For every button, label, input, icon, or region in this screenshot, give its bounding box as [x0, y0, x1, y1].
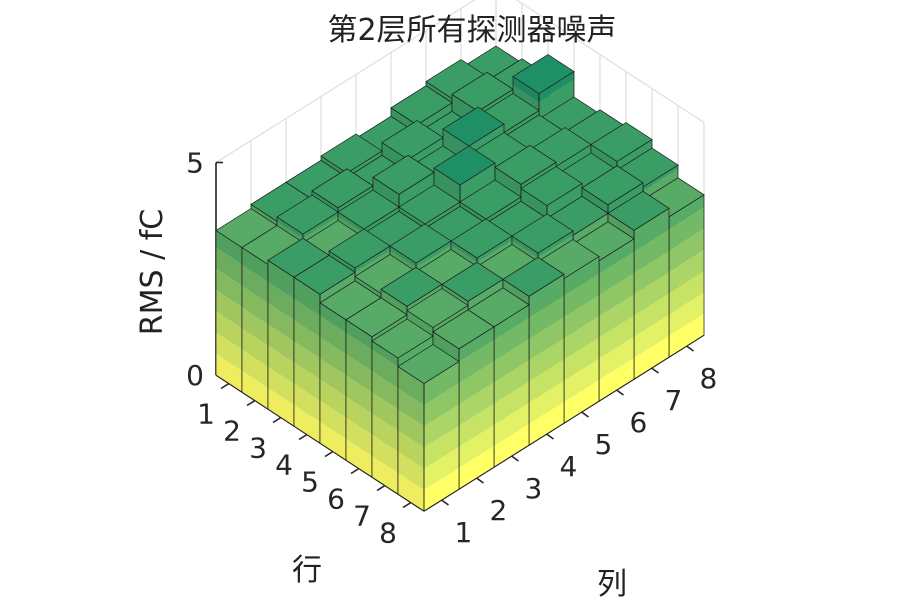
row-tick-label-4: 4: [275, 449, 293, 482]
z-tick-label-5: 5: [186, 147, 204, 180]
col-tick-label-5: 5: [595, 428, 613, 461]
col-tick-label-1: 1: [455, 516, 473, 549]
row-tick-label-2: 2: [223, 415, 241, 448]
row-tick-label-8: 8: [379, 517, 397, 550]
bars-layer: [215, 45, 705, 512]
col-tick-label-6: 6: [630, 406, 648, 439]
col-tick-label-7: 7: [665, 384, 683, 417]
row-axis-label: 行: [292, 553, 322, 588]
row-tick-label-7: 7: [353, 500, 371, 533]
row-tick-label-5: 5: [301, 466, 319, 499]
chart-title: 第2层所有探测器噪声: [327, 13, 616, 48]
row-tick-label-3: 3: [249, 432, 267, 465]
row-tick-label-6: 6: [327, 483, 345, 516]
bar-r8-c1: [397, 344, 460, 512]
z-tick-label-0: 0: [186, 359, 204, 392]
col-tick-label-3: 3: [525, 472, 543, 505]
col-tick-label-2: 2: [490, 494, 508, 527]
row-tick-label-1: 1: [197, 398, 215, 431]
col-axis-label: 列: [597, 567, 627, 602]
col-tick-label-4: 4: [560, 450, 578, 483]
col-tick-label-8: 8: [700, 362, 718, 395]
z-axis-label: RMS / fC: [135, 209, 170, 335]
